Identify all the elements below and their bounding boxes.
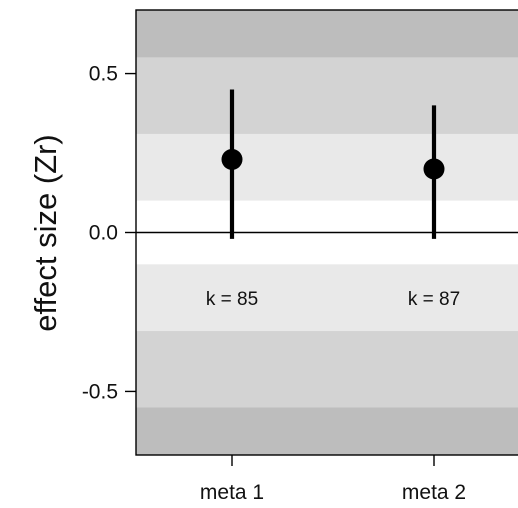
count-label: k = 87 — [408, 289, 460, 310]
y-axis: -0.5 0.0 0.5 — [82, 63, 136, 403]
estimate-point — [423, 158, 445, 180]
x-axis: meta 1 meta 2 — [200, 455, 466, 504]
x-tick-label: meta 1 — [200, 481, 264, 504]
y-axis-label: effect size (Zr) — [28, 134, 63, 332]
y-tick-label: 0.0 — [89, 222, 118, 245]
x-tick-label: meta 2 — [402, 481, 466, 504]
background-band — [136, 331, 518, 408]
background-band — [136, 133, 518, 201]
estimate-point — [221, 148, 243, 170]
background-band — [136, 57, 518, 134]
estimate-marks — [221, 89, 445, 239]
y-tick-label: 0.5 — [89, 63, 118, 86]
y-tick-label: -0.5 — [82, 380, 118, 403]
background-bands — [136, 10, 518, 455]
background-band — [136, 10, 518, 58]
background-band — [136, 264, 518, 332]
count-label: k = 85 — [206, 289, 258, 310]
background-band — [136, 407, 518, 455]
count-labels: k = 85 k = 87 — [206, 289, 460, 310]
